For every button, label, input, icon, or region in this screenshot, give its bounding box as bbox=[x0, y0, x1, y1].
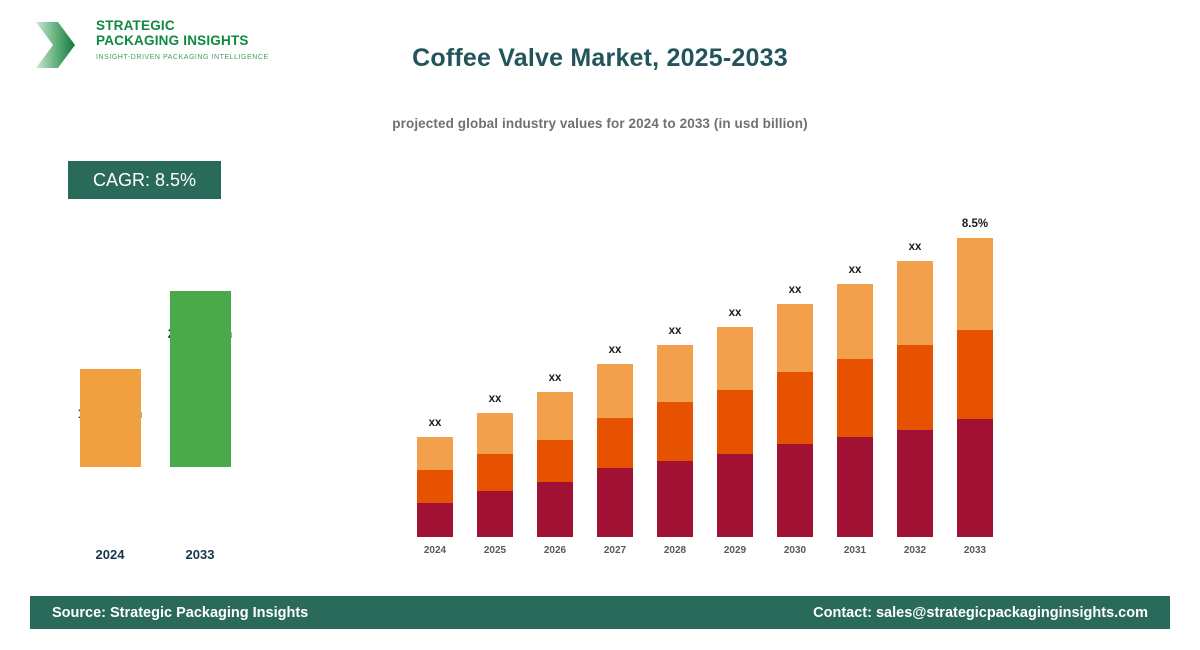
stacked-bar-category-2026: 2026 bbox=[543, 545, 567, 556]
stacked-bar-column: xx 2029 bbox=[705, 0, 765, 580]
stacked-bar-column: xx 2031 bbox=[825, 0, 885, 580]
endpoint-comparison-chart: 1.2 billion 2.5 billion 2024 2033 bbox=[0, 0, 320, 580]
cagr-badge: CAGR: 8.5% bbox=[68, 161, 221, 199]
stacked-bar-category-2024: 2024 bbox=[423, 545, 447, 556]
stacked-bar-category-2033: 2033 bbox=[963, 545, 987, 556]
stacked-bar-category-2027: 2027 bbox=[603, 545, 627, 556]
stacked-bar-value-label: xx bbox=[548, 372, 562, 384]
stacked-bar-segment-segment-3 bbox=[897, 261, 933, 345]
stacked-bar-segment-segment-2 bbox=[657, 402, 693, 461]
stacked-bar-column: xx 2024 bbox=[405, 0, 465, 580]
stacked-bar-segment-segment-2 bbox=[897, 345, 933, 430]
mini-bar-category-2033: 2033 bbox=[185, 547, 215, 562]
stacked-bar-segment-segment-1 bbox=[657, 461, 693, 537]
stacked-bar-segment-segment-3 bbox=[717, 327, 753, 390]
stacked-bar-category-2029: 2029 bbox=[723, 545, 747, 556]
stacked-bar-segment-segment-1 bbox=[537, 482, 573, 537]
stacked-bar-segment-segment-1 bbox=[777, 444, 813, 537]
stacked-bar-segment-segment-2 bbox=[417, 470, 453, 503]
stacked-bar-value-label: xx bbox=[788, 284, 802, 296]
stacked-bar-segment-segment-2 bbox=[477, 454, 513, 491]
stacked-bar-category-2025: 2025 bbox=[483, 545, 507, 556]
footer-contact-text: Contact: sales@strategicpackaginginsight… bbox=[813, 604, 1148, 621]
stacked-bar-segment-segment-3 bbox=[597, 364, 633, 418]
brand-line-2: PACKAGING INSIGHTS bbox=[96, 33, 249, 48]
stacked-bar-segment-segment-2 bbox=[537, 440, 573, 482]
stacked-bar-column: xx 2026 bbox=[525, 0, 585, 580]
stacked-bar-segment-segment-1 bbox=[957, 419, 993, 537]
stacked-bar-segment-segment-2 bbox=[777, 372, 813, 444]
stacked-bar-segment-segment-2 bbox=[957, 330, 993, 419]
stacked-bar bbox=[417, 437, 453, 537]
stacked-bar bbox=[657, 345, 693, 537]
page-title: Coffee Valve Market, 2025-2033 bbox=[412, 44, 788, 72]
stacked-bar-segment-segment-3 bbox=[957, 238, 993, 330]
stacked-bar-segment-segment-1 bbox=[597, 468, 633, 537]
stacked-bar-column: xx 2025 bbox=[465, 0, 525, 580]
stacked-bar-segment-segment-3 bbox=[777, 304, 813, 372]
stacked-bar-value-label: xx bbox=[908, 241, 922, 253]
stacked-bar-column: 8.5% 2033 bbox=[945, 0, 1005, 580]
stacked-bar-value-label: xx bbox=[608, 344, 622, 356]
stacked-bar-value-label: xx bbox=[488, 393, 502, 405]
stacked-bar-value-label: xx bbox=[728, 307, 742, 319]
green-chevron-icon bbox=[32, 18, 78, 72]
stacked-bar-value-label: xx bbox=[668, 325, 682, 337]
stacked-bar bbox=[957, 238, 993, 537]
stacked-forecast-chart: xx 2024 xx 2025 xx 2026 xx 2027 xx 2028 xx 2029 xx 20… bbox=[405, 0, 1015, 580]
stacked-bar-category-2030: 2030 bbox=[783, 545, 807, 556]
brand-line-1: STRATEGIC bbox=[96, 18, 175, 33]
footer-bar: Source: Strategic Packaging Insights Con… bbox=[30, 596, 1170, 629]
stacked-bar-segment-segment-3 bbox=[537, 392, 573, 440]
stacked-bar-column: xx 2028 bbox=[645, 0, 705, 580]
stacked-bar-segment-segment-1 bbox=[417, 503, 453, 537]
page-subtitle: projected global industry values for 202… bbox=[392, 116, 808, 131]
stacked-bar-segment-segment-1 bbox=[837, 437, 873, 537]
mini-bar-2033 bbox=[170, 291, 231, 467]
stacked-bar-segment-segment-2 bbox=[837, 359, 873, 437]
stacked-bar-segment-segment-1 bbox=[717, 454, 753, 537]
stacked-bar-column: xx 2030 bbox=[765, 0, 825, 580]
mini-bar-2024 bbox=[80, 369, 141, 467]
footer-source-text: Source: Strategic Packaging Insights bbox=[52, 604, 309, 621]
brand-wordmark: STRATEGIC PACKAGING INSIGHTS INSIGHT-DRI… bbox=[96, 18, 269, 61]
stacked-bar bbox=[837, 284, 873, 537]
stacked-bar-segment-segment-3 bbox=[657, 345, 693, 402]
stacked-bar-segment-segment-2 bbox=[717, 390, 753, 454]
stacked-bar-segment-segment-3 bbox=[477, 413, 513, 454]
stacked-bar-segment-segment-1 bbox=[897, 430, 933, 537]
stacked-bar bbox=[477, 413, 513, 537]
brand-tagline: INSIGHT-DRIVEN PACKAGING INTELLIGENCE bbox=[96, 54, 269, 61]
stacked-bar-value-label: xx bbox=[428, 417, 442, 429]
stacked-bar-segment-segment-3 bbox=[837, 284, 873, 359]
stacked-bar bbox=[597, 364, 633, 537]
stacked-bar-value-label: 8.5% bbox=[961, 218, 989, 230]
stacked-bar bbox=[717, 327, 753, 537]
stacked-bar-column: xx 2032 bbox=[885, 0, 945, 580]
stacked-bar-category-2028: 2028 bbox=[663, 545, 687, 556]
stacked-bar-segment-segment-1 bbox=[477, 491, 513, 537]
stacked-bar-value-label: xx bbox=[848, 264, 862, 276]
stacked-bar bbox=[777, 304, 813, 537]
brand-logo: STRATEGIC PACKAGING INSIGHTS INSIGHT-DRI… bbox=[30, 16, 268, 76]
stacked-bar-segment-segment-2 bbox=[597, 418, 633, 468]
stacked-bar-column: xx 2027 bbox=[585, 0, 645, 580]
mini-bar-category-2024: 2024 bbox=[95, 547, 125, 562]
stacked-bar bbox=[897, 261, 933, 537]
stacked-bar-category-2031: 2031 bbox=[843, 545, 867, 556]
stacked-bar-segment-segment-3 bbox=[417, 437, 453, 470]
stacked-bar-category-2032: 2032 bbox=[903, 545, 927, 556]
stacked-bar bbox=[537, 392, 573, 537]
